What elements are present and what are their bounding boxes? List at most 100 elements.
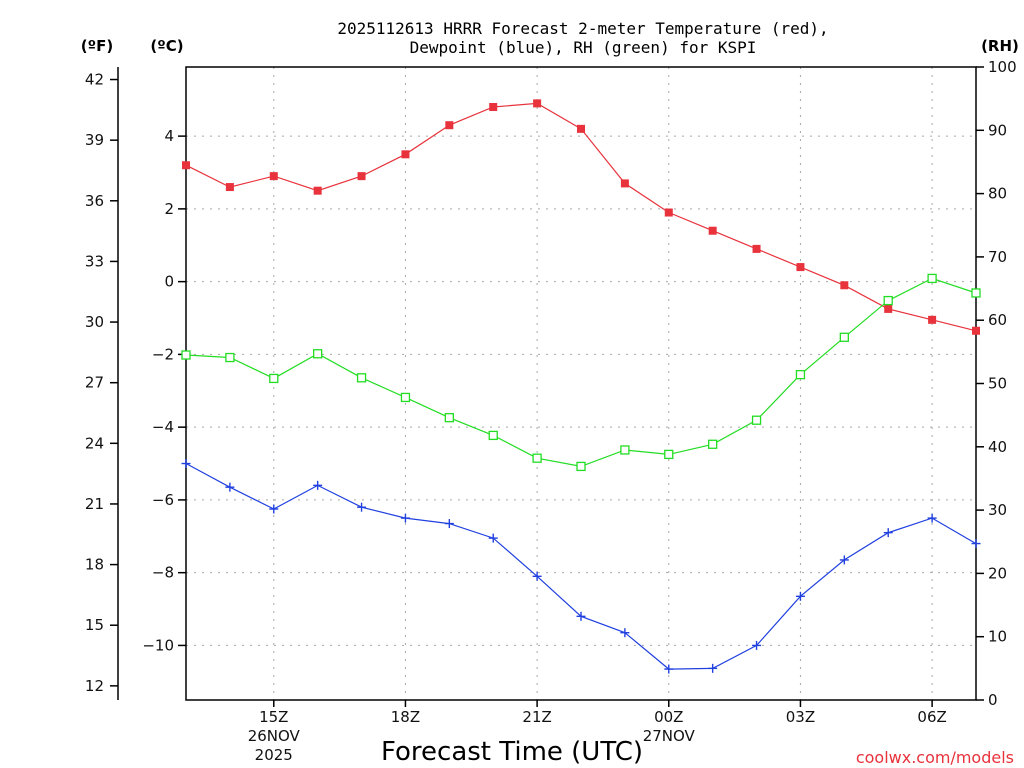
data-point-2-meter-temperature [928,315,937,324]
data-point-dewpoint [400,513,410,523]
data-point-2-meter-temperature [840,281,849,290]
data-point-relative-humidity [313,349,323,359]
credit-text[interactable]: coolwx.com/models [856,748,1014,767]
series-line-2-meter-temperature [185,102,977,332]
data-point-dewpoint [313,480,323,490]
series-line-relative-humidity [185,277,977,468]
rh-tick-label: 30 [988,501,1007,519]
data-point-dewpoint [576,611,586,621]
data-point-dewpoint [620,628,630,638]
data-point-dewpoint [664,664,674,674]
rh-tick-label: 20 [988,564,1007,582]
data-point-relative-humidity [444,413,454,423]
x-tick-label: 27NOV [643,727,696,745]
x-tick-label: 00Z [654,708,683,726]
x-tick-label: 26NOV [248,727,301,745]
fahrenheit-tick-label: 36 [85,192,104,210]
data-point-dewpoint [708,663,718,673]
rh-tick-label: 40 [988,438,1007,456]
data-point-dewpoint [225,482,235,492]
series-line-dewpoint [185,462,977,670]
data-point-2-meter-temperature [796,263,805,272]
rh-tick-label: 10 [988,628,1007,646]
data-point-relative-humidity [269,373,279,384]
tick-labels: 4239363330272421181512420−2−4−6−8−101009… [85,58,1017,764]
x-tick-label: 21Z [522,708,551,726]
data-point-dewpoint [839,555,849,565]
data-point-2-meter-temperature [401,150,410,159]
data-point-relative-humidity [620,445,630,455]
rh-tick-label: 50 [988,375,1007,393]
celsius-tick-label: −4 [152,418,174,436]
data-point-dewpoint [269,504,279,514]
rh-tick-label: 0 [988,691,998,709]
data-point-relative-humidity [751,415,762,425]
x-tick-label: 06Z [917,708,946,726]
series-dewpoint [181,459,981,674]
fahrenheit-tick-label: 24 [85,434,104,452]
data-point-relative-humidity [400,392,411,403]
data-point-2-meter-temperature [972,326,980,335]
fahrenheit-tick-label: 30 [85,313,104,331]
rh-tick-label: 80 [988,185,1007,203]
plot-frame [185,66,977,701]
series-relative-humidity [181,273,981,472]
fahrenheit-tick-label: 21 [85,495,104,513]
data-point-2-meter-temperature [182,161,190,170]
data-point-2-meter-temperature [708,226,717,235]
data-series [181,99,981,674]
data-point-2-meter-temperature [445,121,454,130]
fahrenheit-tick-label: 18 [85,556,104,574]
rh-tick-label: 100 [988,58,1017,76]
data-point-2-meter-temperature [313,186,322,195]
fahrenheit-tick-label: 39 [85,131,104,149]
axes [110,66,984,707]
data-point-2-meter-temperature [357,172,366,181]
data-point-relative-humidity [532,453,542,463]
data-point-relative-humidity [971,288,981,298]
rh-tick-label: 90 [988,121,1007,139]
celsius-tick-label: −10 [142,636,174,654]
data-point-relative-humidity [664,449,674,460]
data-point-2-meter-temperature [269,172,278,181]
data-point-relative-humidity [927,273,937,284]
celsius-tick-label: 4 [164,127,174,145]
data-point-2-meter-temperature [225,183,234,192]
data-point-relative-humidity [883,295,893,306]
data-point-dewpoint [795,591,805,601]
data-point-dewpoint [444,519,454,529]
data-point-2-meter-temperature [489,103,498,112]
x-tick-label: 15Z [259,708,288,726]
fahrenheit-tick-label: 15 [85,616,104,634]
data-point-relative-humidity [795,369,806,380]
data-point-2-meter-temperature [884,304,893,313]
data-point-dewpoint [181,459,191,469]
x-tick-label: 2025 [255,746,293,764]
data-point-relative-humidity [576,461,586,472]
data-point-2-meter-temperature [620,179,629,188]
data-point-dewpoint [971,539,981,549]
gridlines [186,67,976,700]
celsius-tick-label: 2 [164,200,174,218]
data-point-2-meter-temperature [752,244,761,253]
rh-tick-label: 60 [988,311,1007,329]
chart-title-line-1: 2025112613 HRRR Forecast 2-meter Tempera… [337,19,828,38]
celsius-tick-label: −8 [152,564,174,582]
x-tick-label: 18Z [391,708,420,726]
data-point-relative-humidity [708,439,718,449]
fahrenheit-axis-label: (ºF) [81,37,113,55]
data-point-2-meter-temperature [533,99,542,108]
rh-axis-label: (RH) [981,37,1019,55]
data-point-2-meter-temperature [664,208,673,217]
data-point-relative-humidity [356,373,367,383]
fahrenheit-tick-label: 42 [85,71,104,89]
fahrenheit-tick-label: 12 [85,677,104,695]
data-point-relative-humidity [225,352,235,363]
data-point-2-meter-temperature [577,124,585,133]
data-point-dewpoint [532,571,542,581]
celsius-tick-label: −2 [152,345,174,363]
data-point-relative-humidity [839,332,849,342]
x-tick-label: 03Z [786,708,815,726]
chart-title-line-2: Dewpoint (blue), RH (green) for KSPI [410,38,757,57]
